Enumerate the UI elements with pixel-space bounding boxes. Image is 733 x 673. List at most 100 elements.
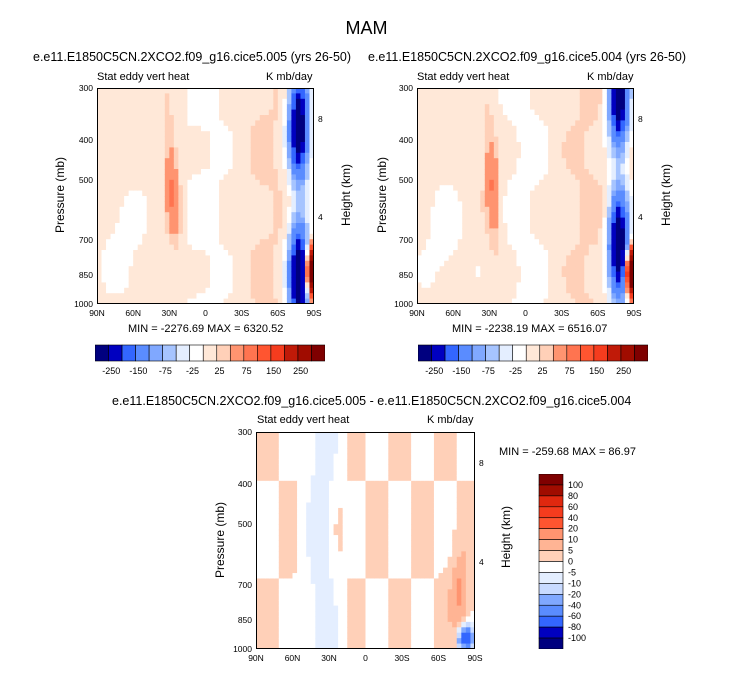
heatmap-cell [498, 223, 504, 229]
heatmap-cell [196, 152, 202, 159]
heatmap-cell [543, 250, 549, 256]
heatmap-cell [115, 125, 121, 132]
heatmap-cell [291, 228, 297, 235]
heatmap-cell [223, 266, 229, 273]
heatmap-cell [338, 432, 344, 438]
heatmap-cell [462, 142, 468, 148]
colorbar-swatch [418, 344, 432, 362]
heatmap-cell [435, 212, 441, 219]
heatmap-cell [426, 136, 432, 143]
heatmap-cell [151, 271, 157, 278]
heatmap-cell [421, 88, 427, 94]
heatmap-cell [164, 212, 170, 219]
heatmap-cell [615, 287, 621, 294]
heatmap-cell [552, 104, 558, 111]
heatmap-cell [115, 93, 121, 100]
heatmap-cell [530, 212, 536, 219]
heatmap-cell [315, 643, 321, 649]
heatmap-cell [295, 244, 301, 251]
heatmap-cell [309, 125, 314, 132]
heatmap-cell [462, 293, 468, 300]
heatmap-cell [178, 271, 184, 278]
heatmap-cell [552, 158, 558, 165]
heatmap-cell [588, 255, 594, 262]
heatmap-cell [164, 298, 170, 304]
heatmap-cell [430, 142, 436, 148]
heatmap-cell [286, 120, 292, 127]
heatmap-cell [511, 217, 517, 224]
heatmap-cell [256, 453, 262, 460]
heatmap-cell [250, 293, 256, 300]
heatmap-cell [561, 255, 567, 262]
heatmap-cell [575, 88, 581, 94]
heatmap-cell [342, 513, 348, 520]
heatmap-cell [534, 169, 540, 175]
heatmap-cell [588, 152, 594, 159]
heatmap-cell [142, 115, 148, 121]
heatmap-cell [115, 120, 121, 127]
heatmap-cell [466, 233, 472, 240]
heatmap-cell [561, 109, 567, 116]
heatmap-cell [561, 185, 567, 192]
heatmap-cell [164, 196, 170, 202]
heatmap-cell [319, 432, 325, 438]
colorbar-swatch [297, 344, 312, 362]
heatmap-cell [205, 287, 211, 294]
heatmap-cell [351, 475, 357, 482]
heatmap-plot [417, 88, 634, 304]
heatmap-cell [516, 88, 522, 94]
heatmap-cell [453, 223, 459, 229]
heatmap-cell [97, 293, 103, 300]
heatmap-cell [309, 174, 314, 181]
heatmap-cell [115, 271, 121, 278]
heatmap-cell [164, 260, 170, 267]
heatmap-cell [615, 163, 621, 170]
heatmap-cell [283, 638, 289, 645]
heatmap-cell [265, 643, 271, 649]
heatmap-cell [534, 93, 540, 100]
heatmap-cell [292, 502, 298, 509]
heatmap-cell [421, 250, 427, 256]
heatmap-cell [365, 475, 371, 482]
heatmap-cell [287, 611, 293, 617]
heatmap-cell [624, 250, 630, 256]
heatmap-cell [606, 125, 612, 132]
heatmap-cell [597, 88, 603, 94]
heatmap-cell [439, 244, 445, 251]
heatmap-cell [543, 287, 549, 294]
heatmap-cell [498, 142, 504, 148]
heatmap-cell [516, 120, 522, 127]
heatmap-cell [319, 459, 325, 466]
heatmap-cell [435, 104, 441, 111]
heatmap-cell [351, 442, 357, 449]
heatmap-cell [219, 233, 225, 240]
heatmap-cell [196, 260, 202, 267]
heatmap-cell [300, 115, 306, 121]
heatmap-cell [297, 529, 303, 536]
heatmap-cell [250, 147, 256, 154]
heatmap-cell [282, 147, 288, 154]
heatmap-cell [182, 233, 188, 240]
heatmap-cell [237, 152, 243, 159]
heatmap-cell [534, 287, 540, 294]
heatmap-cell [274, 632, 280, 639]
heatmap-cell [214, 104, 220, 111]
heatmap-cell [282, 142, 288, 148]
heatmap-cell [430, 255, 436, 262]
heatmap-cell [286, 104, 292, 111]
heatmap-cell [309, 109, 314, 116]
heatmap-cell [444, 212, 450, 219]
heatmap-cell [219, 142, 225, 148]
heatmap-cell [273, 255, 279, 262]
heatmap-cell [493, 142, 499, 148]
heatmap-cell [570, 255, 576, 262]
heatmap-cell [223, 239, 229, 246]
heatmap-cell [543, 212, 549, 219]
heatmap-cell [342, 453, 348, 460]
heatmap-cell [304, 233, 310, 240]
heatmap-cell [548, 293, 554, 300]
heatmap-cell [256, 567, 262, 574]
heatmap-cell [259, 277, 265, 283]
heatmap-cell [584, 142, 590, 148]
heatmap-cell [475, 196, 481, 202]
